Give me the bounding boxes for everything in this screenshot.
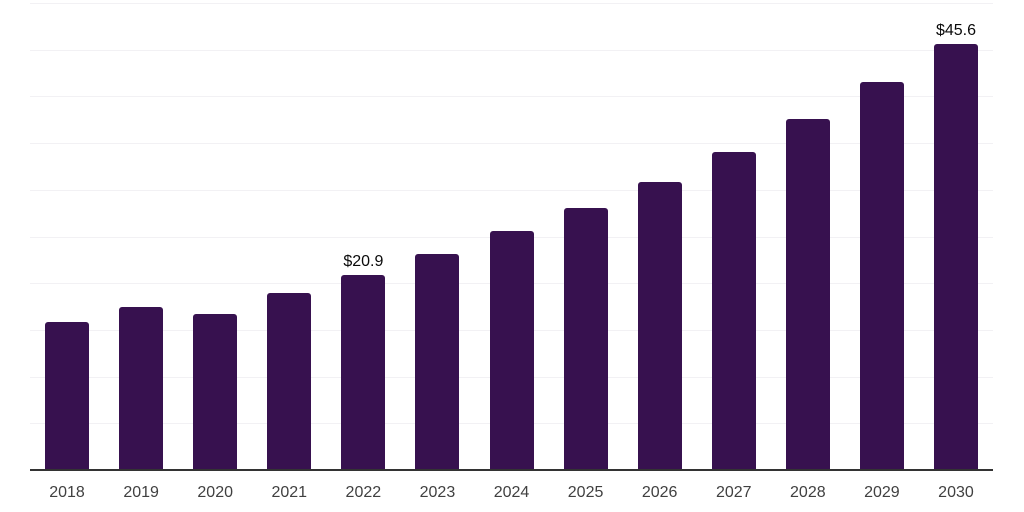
- bar-group: $20.9: [326, 3, 400, 470]
- bar[interactable]: [415, 254, 460, 470]
- bar-group: [771, 3, 845, 470]
- gridline: [30, 49, 993, 51]
- bars-container: $20.9 $45.6: [30, 3, 993, 470]
- bar-group: [697, 3, 771, 470]
- x-axis-label: 2030: [938, 484, 974, 501]
- gridline: [30, 3, 993, 4]
- bar-group: [474, 3, 548, 470]
- x-axis-label: 2021: [271, 484, 308, 501]
- x-axis-label: 2024: [493, 484, 530, 501]
- x-axis-label: 2022: [345, 484, 382, 501]
- bar-group: [623, 3, 697, 470]
- bar-group: [400, 3, 474, 470]
- x-axis-label: 2029: [864, 484, 900, 501]
- gridline: [30, 189, 993, 191]
- bar-value-label: $20.9: [343, 252, 384, 270]
- bar[interactable]: [563, 207, 608, 470]
- x-axis-label: 2023: [419, 484, 456, 501]
- x-axis-label: 2026: [641, 484, 678, 501]
- bar[interactable]: [785, 118, 830, 470]
- bar-group: [845, 3, 919, 470]
- bar[interactable]: [637, 182, 682, 470]
- bar-group: [104, 3, 178, 470]
- bar[interactable]: [119, 307, 164, 470]
- bar-group: [178, 3, 252, 470]
- bar[interactable]: [45, 322, 90, 470]
- x-axis-label: 2018: [49, 484, 85, 501]
- bar[interactable]: [489, 230, 534, 470]
- bar[interactable]: [267, 293, 312, 470]
- x-axis-label: 2025: [567, 484, 604, 501]
- x-axis-labels-row: 2018 2019 2020 2021 2022 2023 2024 2025 2026 2027…: [30, 483, 993, 503]
- x-axis-label: 2020: [197, 484, 233, 501]
- bar[interactable]: [859, 82, 904, 470]
- bar-group: [30, 3, 104, 470]
- bar[interactable]: [193, 314, 238, 470]
- gridline: [30, 96, 993, 98]
- bar-group: [252, 3, 326, 470]
- x-axis-line: [30, 469, 993, 471]
- bar-group: $45.6: [919, 3, 993, 470]
- bar-group: [549, 3, 623, 470]
- plot-area: $20.9 $45.6: [30, 3, 993, 471]
- bar[interactable]: [341, 274, 386, 470]
- bar[interactable]: [711, 152, 756, 470]
- x-axis-label: 2019: [123, 484, 159, 501]
- gridline: [30, 143, 993, 145]
- bar-value-label: $45.6: [935, 22, 976, 40]
- bar[interactable]: [933, 44, 978, 470]
- x-axis-label: 2027: [715, 484, 752, 501]
- x-axis-label: 2028: [790, 484, 826, 501]
